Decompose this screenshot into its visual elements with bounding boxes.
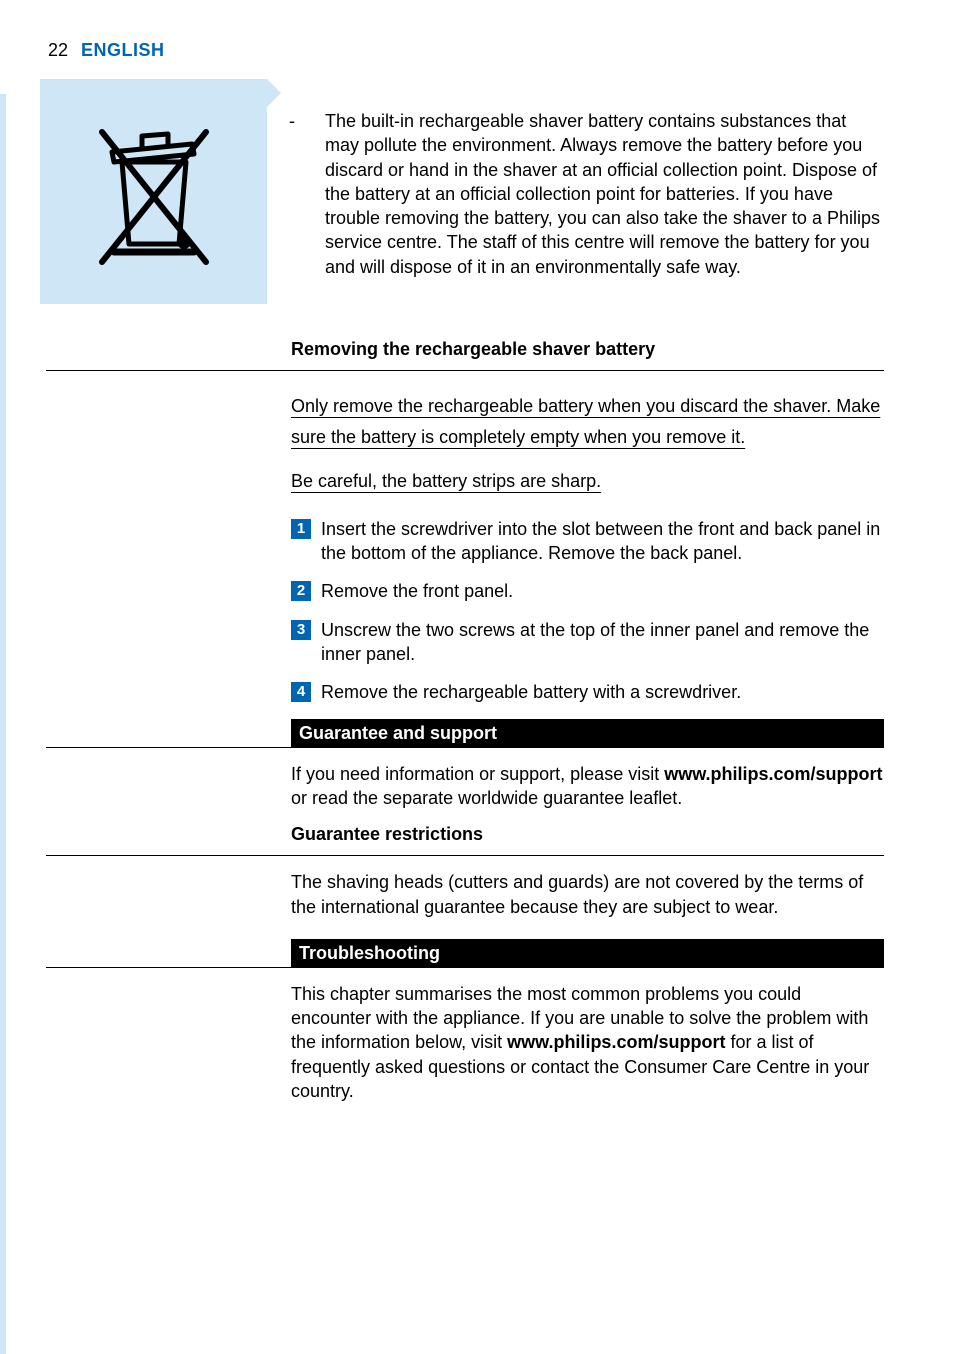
support-link[interactable]: www.philips.com/support [507, 1032, 725, 1052]
removing-warning-1: Only remove the rechargeable battery whe… [291, 391, 884, 452]
intro-paragraph: -The built-in rechargeable shaver batter… [291, 79, 884, 279]
removing-steps: 1 Insert the screwdriver into the slot be… [291, 517, 884, 705]
restrictions-text: The shaving heads (cutters and guards) a… [291, 870, 884, 919]
guarantee-bar-row: Guarantee and support [46, 719, 884, 748]
troubleshooting-text: This chapter summarises the most common … [291, 982, 884, 1103]
step-number: 3 [291, 620, 311, 640]
step-number: 1 [291, 519, 311, 539]
removing-heading: Removing the rechargeable shaver battery [291, 339, 884, 370]
removing-warning-2: Be careful, the battery strips are sharp… [291, 466, 884, 497]
step-text: Remove the rechargeable battery with a s… [321, 680, 741, 704]
intro-text: The built-in rechargeable shaver battery… [325, 111, 880, 277]
step-text: Remove the front panel. [321, 579, 513, 603]
bullet-dash: - [307, 109, 325, 133]
troubleshooting-bar-row: Troubleshooting [46, 939, 884, 968]
step-item: 1 Insert the screwdriver into the slot be… [291, 517, 884, 566]
step-text: Unscrew the two screws at the top of the… [321, 618, 884, 667]
step-item: 2 Remove the front panel. [291, 579, 884, 603]
step-number: 2 [291, 581, 311, 601]
step-text: Insert the screwdriver into the slot bet… [321, 517, 884, 566]
restrictions-heading: Guarantee restrictions [291, 824, 884, 855]
icon-pointer [267, 79, 281, 107]
language-label: ENGLISH [81, 40, 165, 60]
guarantee-heading: Guarantee and support [291, 719, 884, 748]
disposal-icon-box [40, 79, 267, 304]
step-item: 4 Remove the rechargeable battery with a … [291, 680, 884, 704]
step-item: 3 Unscrew the two screws at the top of th… [291, 618, 884, 667]
page-header: 22 ENGLISH [0, 0, 954, 79]
step-number: 4 [291, 682, 311, 702]
support-link[interactable]: www.philips.com/support [664, 764, 882, 784]
guarantee-text: If you need information or support, plea… [291, 762, 884, 811]
page-number: 22 [48, 40, 68, 60]
troubleshooting-heading: Troubleshooting [291, 939, 884, 968]
crossed-bin-icon [94, 114, 214, 269]
